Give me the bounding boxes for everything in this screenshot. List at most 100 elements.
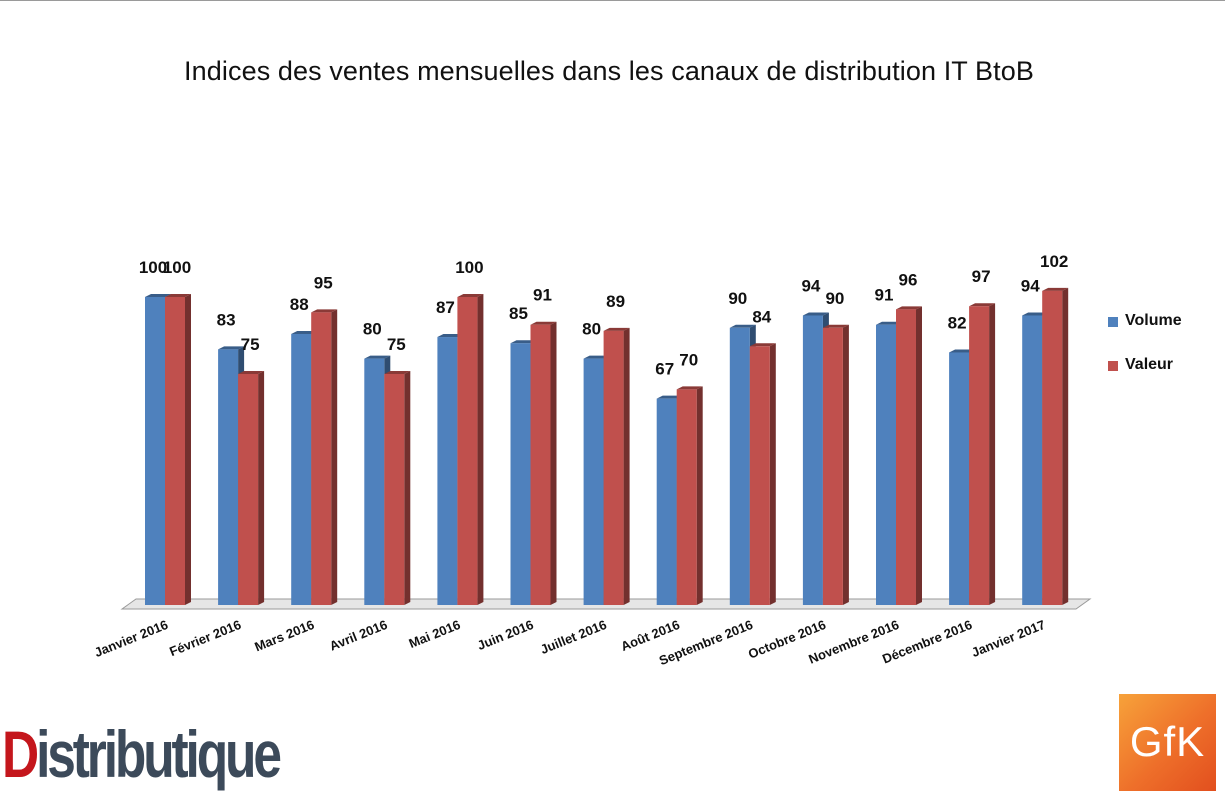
data-label-volume: 87 — [436, 298, 455, 317]
bar-top-valeur — [384, 371, 411, 374]
bar-side-valeur — [477, 294, 484, 605]
bar-volume — [656, 398, 677, 605]
legend-label-volume: Volume — [1125, 312, 1182, 329]
data-label-volume: 85 — [509, 304, 528, 323]
bar-volume — [145, 297, 165, 605]
bar-volume — [949, 352, 970, 605]
bar-top-valeur — [969, 303, 996, 307]
bar-side-valeur — [185, 294, 191, 605]
bar-volume — [364, 358, 385, 605]
bar-valeur — [1042, 290, 1063, 605]
data-label-volume: 83 — [217, 310, 236, 329]
bar-side-valeur — [769, 343, 776, 605]
data-label-volume: 80 — [363, 320, 382, 339]
logo-letter: D — [2, 717, 39, 791]
data-label-volume: 67 — [655, 360, 674, 379]
bar-volume — [729, 327, 750, 605]
bar-valeur — [822, 327, 843, 605]
x-tick-label: Juin 2016 — [475, 617, 536, 653]
bar-valeur — [749, 346, 770, 605]
bar-valeur — [238, 374, 259, 605]
bar-top-valeur — [896, 306, 922, 310]
bar-top-volume — [510, 340, 537, 344]
data-label-volume: 91 — [875, 286, 894, 305]
bar-top-volume — [1022, 312, 1049, 316]
data-label-valeur: 75 — [387, 335, 406, 354]
data-label-valeur: 91 — [533, 286, 552, 305]
legend-label-valeur: Valeur — [1125, 356, 1174, 373]
data-label-volume: 80 — [582, 320, 601, 339]
data-label-valeur: 70 — [679, 350, 698, 369]
logo-text: istributique — [36, 717, 282, 791]
data-label-volume: 94 — [1021, 276, 1040, 295]
bar-top-valeur — [749, 343, 776, 347]
bar-side-valeur — [404, 371, 411, 605]
x-tick-label: Janvier 2016 — [92, 617, 170, 660]
bar-volume — [291, 333, 312, 605]
bar-side-valeur — [842, 324, 849, 605]
bar-side-valeur — [258, 371, 265, 605]
x-tick-label: Mars 2016 — [252, 617, 316, 654]
bar-valeur — [165, 297, 185, 605]
data-label-valeur: 97 — [972, 267, 991, 286]
bar-top-volume — [364, 355, 391, 359]
bar-top-valeur — [603, 327, 630, 331]
bar-valeur — [457, 297, 478, 605]
bar-top-volume — [583, 355, 610, 359]
bar-top-valeur — [1042, 287, 1069, 291]
bar-top-volume — [145, 294, 171, 297]
bar-side-valeur — [696, 386, 703, 605]
bar-volume — [1022, 315, 1043, 605]
legend-swatch-volume — [1108, 317, 1118, 327]
bar-top-valeur — [530, 321, 557, 325]
bar-top-volume — [437, 334, 464, 338]
data-label-valeur: 84 — [752, 307, 771, 326]
data-label-volume: 90 — [728, 289, 747, 308]
bar-top-valeur — [457, 294, 484, 297]
data-label-valeur: 100 — [455, 258, 483, 277]
bar-top-valeur — [238, 371, 265, 374]
data-label-valeur: 90 — [825, 289, 844, 308]
bar-top-volume — [876, 321, 902, 325]
x-tick-label: Juillet 2016 — [538, 617, 609, 657]
bar-top-valeur — [822, 324, 849, 328]
bar-volume — [437, 337, 458, 605]
x-tick-label: Avril 2016 — [327, 617, 389, 654]
bar-volume — [876, 324, 896, 605]
bar-side-valeur — [550, 321, 557, 605]
data-label-valeur: 100 — [163, 258, 191, 277]
bar-volume — [218, 349, 239, 605]
bar-top-volume — [729, 324, 756, 328]
bar-valeur — [384, 374, 405, 605]
gfk-logo-text: GfK — [1129, 718, 1206, 765]
bar-top-valeur — [165, 294, 191, 297]
bar-valeur — [896, 309, 916, 605]
data-label-volume: 88 — [290, 295, 309, 314]
data-label-volume: 100 — [139, 258, 167, 277]
bar-side-valeur — [1062, 287, 1069, 605]
bar-side-valeur — [623, 327, 630, 605]
bar-side-valeur — [331, 309, 338, 605]
gfk-logo: GfK — [1119, 694, 1216, 791]
data-label-valeur: 89 — [606, 292, 625, 311]
bar-valeur — [676, 389, 697, 605]
bar-top-volume — [291, 330, 318, 334]
bar-volume — [510, 343, 531, 605]
bar-top-valeur — [311, 309, 338, 313]
bar-side-valeur — [916, 306, 922, 605]
data-label-valeur: 102 — [1040, 252, 1068, 271]
data-label-valeur: 75 — [241, 335, 260, 354]
data-label-valeur: 95 — [314, 273, 333, 292]
bar-side-valeur — [989, 303, 996, 605]
legend-swatch-valeur — [1108, 361, 1118, 371]
top-border — [0, 0, 1225, 1]
x-tick-label: Février 2016 — [167, 617, 243, 659]
bar-top-volume — [949, 349, 976, 353]
bar-top-volume — [218, 346, 245, 350]
bar-top-volume — [656, 395, 683, 399]
x-tick-label: Janvier 2017 — [969, 617, 1047, 660]
bar-top-volume — [802, 312, 829, 316]
bar-valeur — [603, 330, 624, 605]
distributique-logo: Distributique — [2, 708, 282, 800]
